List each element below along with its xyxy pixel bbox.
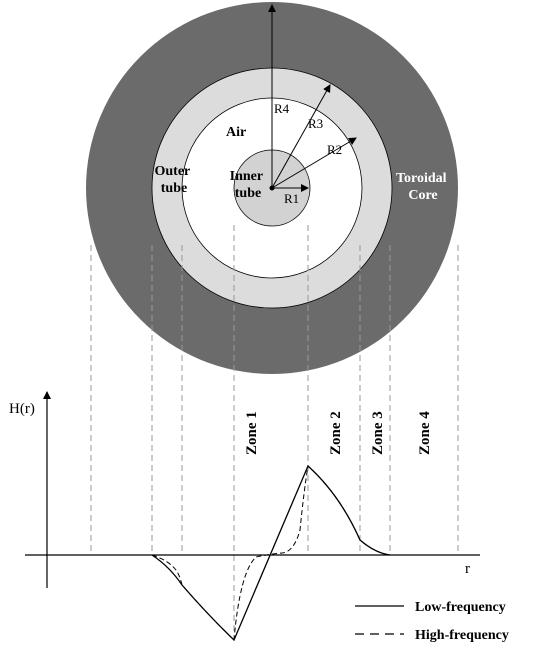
toroidal-core-label-line1: Toroidal	[396, 171, 447, 186]
x-axis-label: r	[465, 561, 470, 577]
high-frequency-curve	[151, 465, 391, 642]
legend-low-label: Low-frequency	[415, 600, 506, 615]
radius-label-r1: R1	[284, 191, 299, 206]
legend-high-label: High-frequency	[415, 628, 509, 643]
low-frequency-curve	[151, 464, 391, 642]
radius-arrow-r3	[271, 84, 331, 189]
radius-label-r3: R3	[308, 116, 323, 131]
inner-tube-label-line1: Inner	[230, 169, 263, 184]
radius-label-r4: R4	[274, 101, 290, 116]
zone-label-1: Zone 1	[244, 411, 260, 455]
zone-label-2: Zone 2	[328, 411, 344, 455]
toroidal-core-label-line2: Core	[408, 188, 437, 203]
zone-label-4: Zone 4	[417, 411, 433, 455]
inner-tube-label: Inner tube	[230, 169, 267, 201]
inner-tube-label-line2: tube	[235, 186, 261, 201]
air-label: Air	[226, 125, 246, 140]
y-axis-label: H(r)	[9, 401, 35, 417]
outer-tube-label-line2: tube	[161, 181, 187, 196]
radius-label-r2: R2	[327, 142, 342, 157]
radius-arrow-r2	[271, 137, 357, 189]
outer-tube-label: Outer tube	[154, 164, 193, 196]
toroidal-core-label: Toroidal Core	[396, 171, 450, 203]
zone-label-3: Zone 3	[370, 411, 386, 455]
outer-tube-label-line1: Outer	[154, 164, 190, 179]
